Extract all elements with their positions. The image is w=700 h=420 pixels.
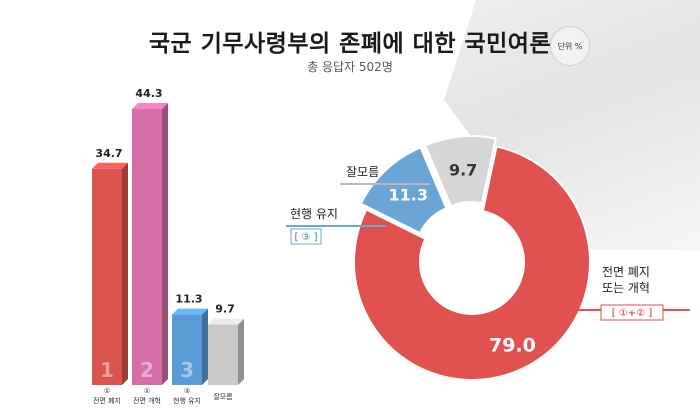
bar-top [92, 162, 128, 169]
bar-top [208, 318, 244, 325]
slice-label-dontknow: 잘모름 [346, 165, 379, 179]
bar-front [172, 314, 202, 385]
slice-value-label: 9.7 [449, 160, 477, 179]
bar-side [238, 318, 244, 385]
slice-label-abolish-reform: 또는 개혁 [602, 281, 650, 295]
bar-category-label: ③ [184, 387, 190, 395]
slice-label-maintain: 현행 유지 [290, 206, 338, 221]
bar-category-label: ① [104, 387, 110, 395]
bar-numeral: 3 [180, 358, 194, 382]
slice-value-label: 11.3 [389, 185, 428, 204]
bar-category-label: 잘모름 [213, 393, 233, 401]
tag-box-maintain [290, 228, 322, 245]
slice-value-label: 79.0 [489, 335, 536, 357]
donut-slice-3: 9.7 [423, 135, 497, 208]
bar-top [172, 308, 208, 315]
bar-value-label: 44.3 [135, 87, 162, 100]
tag-box-abolish-reform [600, 304, 664, 321]
bar-category-label: ② [144, 387, 150, 395]
slice-label-abolish-reform: 전면 폐지 [602, 265, 650, 279]
bar-value-label: 9.7 [215, 303, 235, 316]
donut-slice-1: 79.0 [353, 145, 591, 381]
bar-1: 1 34.7 ①전면 폐지 [92, 147, 128, 405]
chart-title: 국군 기무사령부의 존폐에 대한 국민여론 [148, 31, 552, 57]
bar-numeral: 2 [140, 358, 154, 382]
slice-shape [423, 135, 497, 208]
slice-tag-maintain: [ ③ ] [294, 232, 317, 243]
bar-front [92, 168, 122, 385]
bar-numeral: 1 [100, 358, 114, 382]
bar-value-label: 34.7 [95, 147, 122, 160]
bar-side [122, 162, 128, 385]
bar-4: 9.7 잘모름 [208, 303, 244, 401]
bar-2: 2 44.3 ②전면 개혁 [132, 87, 168, 405]
bar-category-label: 전면 폐지 [93, 396, 121, 405]
unit-badge: 단위 % [550, 26, 590, 66]
slice-tag-abolish-reform: [ ①+② ] [612, 308, 653, 319]
bar-front [132, 109, 162, 385]
bar-category-label: 현행 유지 [173, 396, 201, 405]
bar-top [132, 103, 168, 109]
slice-shape [353, 145, 591, 381]
bar-category-label: 전면 개혁 [133, 396, 161, 405]
bar-3: 3 11.3 ③현행 유지 [172, 293, 208, 405]
bar-side [162, 103, 168, 385]
chart-subtitle: 총 응답자 502명 [307, 60, 393, 74]
bar-value-label: 11.3 [175, 293, 202, 306]
bar-side [202, 308, 208, 385]
bar-front [208, 324, 238, 385]
